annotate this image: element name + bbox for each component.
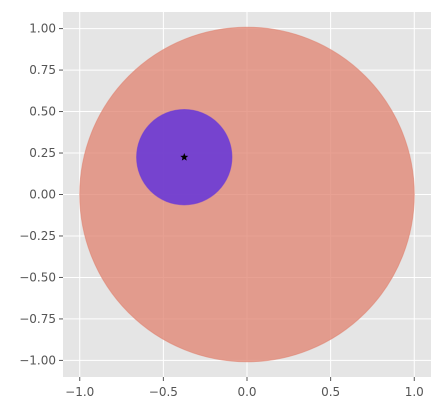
y-tick-label-4: 0.00	[29, 188, 56, 202]
y-axis-ticks: 1.00 0.75 0.50 0.25 0.00 −0.25 −0.50 −0.75 −1.00	[19, 22, 63, 367]
points	[180, 152, 189, 161]
circles	[79, 26, 415, 363]
x-axis-ticks: −1.0 −0.5 0.0 0.5 1.0	[65, 377, 424, 399]
y-tick-label-1: 0.75	[29, 63, 56, 77]
x-tick-label-1: −0.5	[149, 385, 178, 399]
x-tick-label-2: 0.0	[237, 385, 256, 399]
y-tick-label-0: 1.00	[29, 22, 56, 36]
y-tick-label-7: −0.75	[19, 312, 56, 326]
y-tick-label-8: −1.00	[19, 353, 56, 367]
x-tick-label-3: 0.5	[321, 385, 340, 399]
y-tick-label-6: −0.50	[19, 270, 56, 284]
x-tick-label-0: −1.0	[65, 385, 94, 399]
star-marker-0	[180, 152, 189, 161]
y-tick-label-3: 0.25	[29, 146, 56, 160]
y-tick-label-5: −0.25	[19, 229, 56, 243]
large-circle	[79, 26, 415, 363]
x-tick-label-4: 1.0	[405, 385, 424, 399]
y-tick-label-2: 0.50	[29, 105, 56, 119]
